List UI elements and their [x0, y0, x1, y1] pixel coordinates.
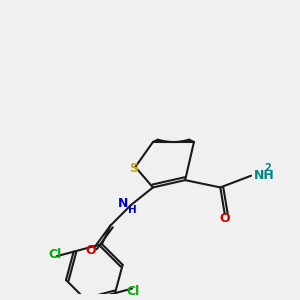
Text: NH: NH	[254, 169, 275, 182]
Text: N: N	[118, 197, 128, 210]
Text: S: S	[129, 162, 138, 175]
Text: 2: 2	[264, 164, 271, 173]
Text: O: O	[85, 244, 96, 257]
Text: Cl: Cl	[127, 285, 140, 298]
Text: O: O	[219, 212, 230, 225]
Text: H: H	[128, 205, 137, 215]
Text: Cl: Cl	[49, 248, 62, 261]
